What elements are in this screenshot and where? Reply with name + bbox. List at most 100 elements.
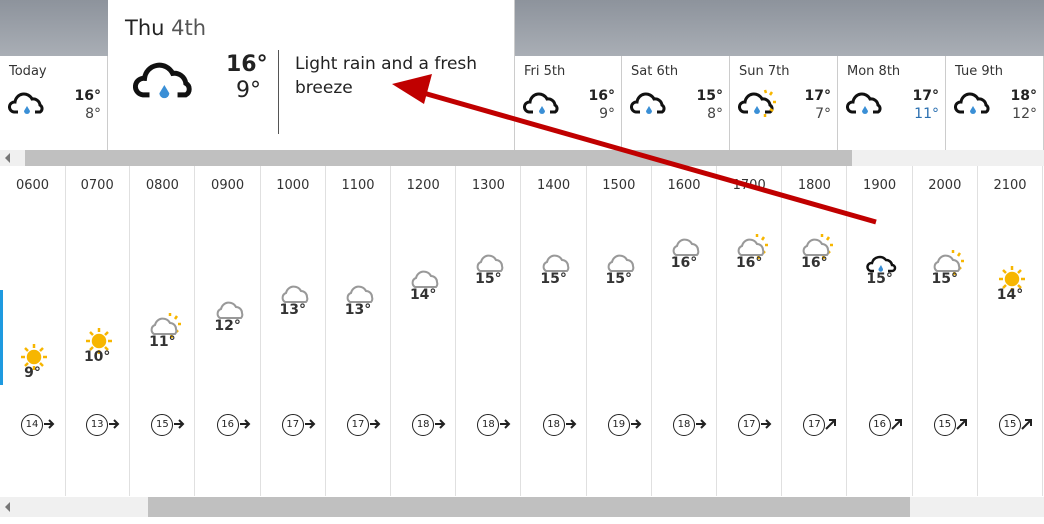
wind-speed: 15 [999,414,1021,436]
hour-label: 0600 [15,178,50,193]
hour-column[interactable]: 1100 13° 17 [326,166,391,496]
sun-icon [21,344,47,370]
sunny-showers-icon [738,89,776,117]
wind-speed: 15 [151,414,174,436]
hour-column[interactable]: 2000 15° 15 [913,166,978,496]
wind-direction-icon [435,419,446,429]
wind-speed: 17 [347,414,369,436]
scroll-left-icon[interactable] [5,502,10,512]
cloud-icon [281,285,309,304]
hour-label: 1300 [471,178,505,193]
wind-direction-icon [890,419,902,430]
wind-speed: 13 [86,414,109,436]
hour-label: 1600 [667,178,701,193]
hour-temp: 13° [279,302,307,319]
hour-temp: 15° [866,270,893,287]
wind-direction-icon [630,419,642,429]
light-rain-icon [133,62,192,99]
hour-temp: 16° [670,255,698,272]
hourly-scrollbar[interactable] [0,497,1044,517]
hour-column[interactable]: 1800 16° 17 [782,166,848,496]
light-rain-icon [846,92,882,114]
cloud-icon [216,301,243,319]
wind-direction-icon [500,419,511,429]
day-name: Mon 8th [847,64,901,79]
low-temp: 8° [707,106,723,122]
wind-direction-icon [1021,419,1032,430]
sunny-intervals-icon [737,234,769,260]
hour-label: 1800 [797,178,831,193]
hour-column[interactable]: 1500 15° 19 [587,166,652,496]
day-card[interactable]: Today 16° 8° [0,56,108,150]
hour-label: 1200 [406,178,440,193]
hour-temp: 15° [605,270,633,287]
hour-label: 1400 [537,178,571,193]
light-rain-icon [8,92,44,114]
hour-column[interactable]: 2100 14° 15 [978,166,1043,496]
hour-column[interactable]: 0700 10° 13 [65,166,131,496]
wind-direction-icon [696,419,707,429]
hour-column[interactable]: 1300 15° 18 [456,166,522,496]
hour-temp: 14° [409,286,437,303]
cloud-icon [672,238,700,257]
hour-column[interactable]: 1000 13° 17 [261,166,326,496]
hour-temp: 15° [931,270,959,287]
hour-column[interactable]: 1900 15° 16 [848,166,913,496]
hour-label: 1900 [863,178,897,193]
hour-temp: 12° [214,317,241,334]
day-card[interactable]: Tue 9th 18° 12° [946,56,1044,150]
cloud-icon [346,285,374,304]
wind-direction-icon [44,419,55,429]
day-name: Sun 7th [739,64,790,79]
hour-column[interactable]: 0800 11° 15 [130,166,196,496]
cloud-icon [542,254,569,272]
hour-label: 0700 [80,178,114,193]
sunny-intervals-icon [933,249,964,276]
hour-temp: 10° [83,349,111,366]
sun-icon [86,328,113,355]
hour-label: 0800 [145,178,179,193]
high-temp: 15° [696,88,723,104]
hour-column[interactable]: 1600 16° 18 [652,166,717,496]
day-card[interactable]: Mon 8th 17° 11° [838,56,946,150]
hour-label: 1100 [341,178,375,193]
wind-speed: 15 [933,414,956,436]
hour-temp: 11° [149,333,176,350]
hour-label: 1000 [276,178,310,193]
day-name: Today [9,64,47,79]
hour-column[interactable]: 1200 14° 18 [391,166,457,496]
day-card[interactable]: Fri 5th 16° 9° [515,56,622,150]
cloud-icon [411,270,439,288]
light-rain-icon [523,92,559,114]
day-name: Sat 6th [631,64,679,79]
low-temp: 12° [1012,106,1037,122]
day-name: Tue 9th [955,64,1003,79]
hour-label: 0900 [211,178,245,193]
hour-column[interactable]: 1400 15° 18 [522,166,587,496]
scrollbar-thumb[interactable] [148,497,910,517]
wind-speed: 14 [21,414,43,436]
sun-icon [999,265,1025,292]
wind-direction-icon [174,419,185,429]
hour-label: 1500 [602,178,636,193]
hour-column[interactable]: 0900 12° 16 [196,166,261,496]
low-temp: 9° [599,106,615,122]
high-temp: 16° [74,88,101,104]
scroll-left-icon[interactable] [5,153,10,163]
low-temp: 8° [85,106,101,122]
light-rain-icon [954,92,990,114]
wind-speed: 18 [542,414,565,436]
weather-description: Light rain and a fresh breeze [295,54,478,98]
wind-speed: 17 [281,414,304,436]
wind-direction-icon [109,419,120,429]
hour-column[interactable]: 0600 9° 14 [0,166,66,496]
wind-direction-icon [370,419,381,429]
hour-temp: 13° [344,302,372,319]
hour-temp: 16° [801,255,828,272]
day-card[interactable]: Sun 7th 17° 7° [730,56,838,150]
wind-speed: 16 [216,414,239,436]
wind-speed: 18 [412,414,435,436]
day-card[interactable]: Sat 6th 15° 8° [622,56,730,150]
selected-day-card[interactable]: Thu 4th 16° 9° Light rain and a fresh br… [108,0,515,150]
